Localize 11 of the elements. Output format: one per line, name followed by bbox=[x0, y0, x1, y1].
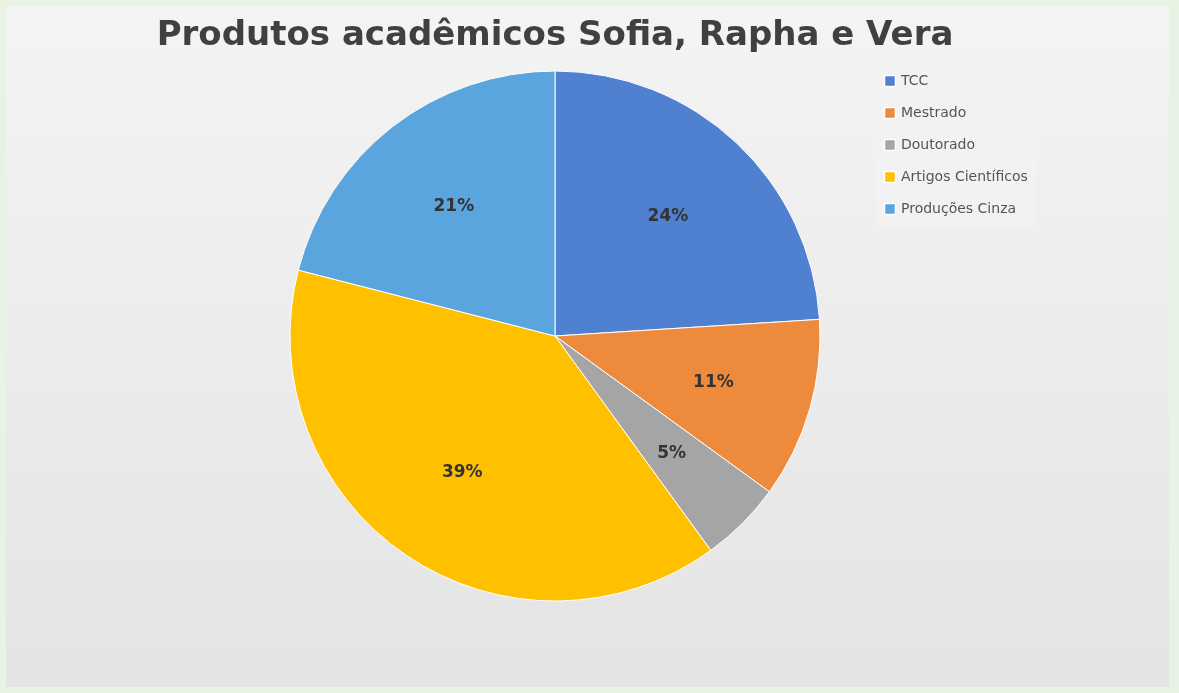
chart-title: Produtos acadêmicos Sofia, Rapha e Vera bbox=[156, 13, 954, 53]
data-label: 21% bbox=[433, 194, 475, 215]
legend-label: Mestrado bbox=[901, 104, 967, 120]
data-label: 24% bbox=[647, 204, 689, 225]
data-label: 11% bbox=[693, 371, 734, 392]
legend-label: Artigos Científicos bbox=[901, 168, 1028, 184]
legend-label: Produções Cinza bbox=[901, 200, 1017, 216]
legend-label: Doutorado bbox=[901, 136, 976, 152]
data-label: 5% bbox=[657, 441, 687, 462]
data-label: 39% bbox=[441, 461, 483, 482]
legend-label: TCC bbox=[900, 72, 929, 88]
